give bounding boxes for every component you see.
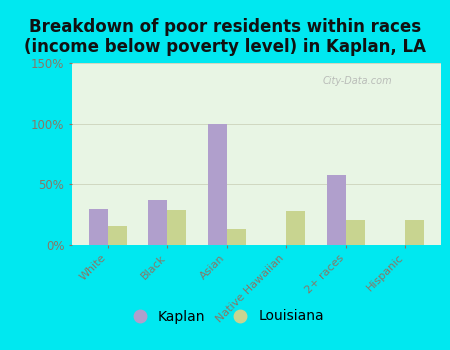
Bar xyxy=(286,211,305,245)
Bar xyxy=(327,175,346,245)
Bar xyxy=(167,210,186,245)
Bar xyxy=(148,200,167,245)
Bar xyxy=(405,219,424,245)
Legend: Kaplan, Louisiana: Kaplan, Louisiana xyxy=(121,304,329,329)
Text: City-Data.com: City-Data.com xyxy=(323,76,392,86)
Bar xyxy=(346,219,365,245)
Bar xyxy=(208,124,227,245)
Text: Breakdown of poor residents within races
(income below poverty level) in Kaplan,: Breakdown of poor residents within races… xyxy=(24,18,426,56)
Bar xyxy=(227,229,246,245)
Bar xyxy=(108,226,127,245)
Bar xyxy=(89,209,108,245)
